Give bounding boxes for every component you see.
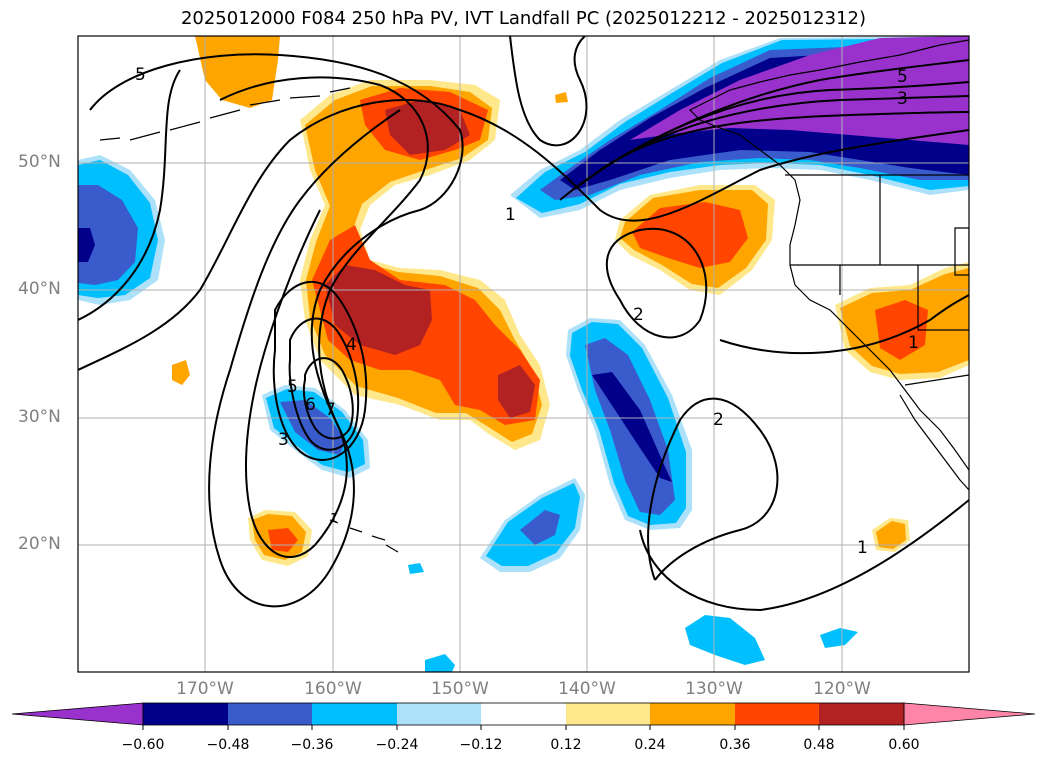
- anomaly-ne-band-purple: [630, 36, 969, 145]
- anomaly-south-small-a: [408, 563, 424, 574]
- colorbar-tick-label: −0.24: [375, 737, 419, 753]
- colorbar-bin: [650, 703, 735, 725]
- colorbar: [11, 702, 1036, 730]
- anomaly-south-blob-red: [268, 528, 298, 552]
- colorbar-extend-high: [903, 702, 1036, 726]
- contour-label: 5: [287, 377, 298, 397]
- pv-contour-west-5: [78, 69, 181, 321]
- anomaly-south-small-d: [425, 654, 455, 672]
- colorbar-bin: [312, 703, 397, 725]
- aleutian-islands: [99, 87, 351, 141]
- colorbar-tick-label: 0.36: [719, 737, 751, 753]
- state-line-d: [917, 265, 969, 331]
- lat-tick-label: 50°N: [18, 152, 61, 172]
- colorbar-tick-label: −0.36: [290, 737, 334, 753]
- contour-label: 2: [633, 305, 644, 325]
- hawaii-islands: [329, 519, 399, 553]
- anomaly-central-blue: [280, 400, 345, 455]
- anomaly-small-coast: [555, 92, 568, 103]
- anomaly-mid-navy: [592, 372, 672, 482]
- pv-contour-1-west: [78, 99, 969, 371]
- lat-tick-label: 40°N: [18, 279, 61, 299]
- positive-anomaly-regions: [172, 36, 969, 566]
- lon-tick-label: 150°W: [431, 679, 489, 699]
- colorbar-bin: [481, 703, 566, 725]
- map-title: 2025012000 F084 250 hPa PV, IVT Landfall…: [180, 8, 867, 29]
- contour-label: 6: [305, 395, 316, 415]
- colorbar-bin: [819, 703, 904, 725]
- colorbar-tick-label: 0.48: [803, 737, 835, 753]
- anomaly-ne-pacific-red: [632, 202, 748, 268]
- colorbar-tick-label: 0.12: [550, 737, 582, 753]
- lon-tick-label: 130°W: [685, 679, 743, 699]
- contour-label: 1: [505, 205, 516, 225]
- map-frame: [77, 35, 970, 673]
- contour-label: 7: [325, 400, 336, 420]
- colorbar-bin: [228, 703, 312, 725]
- pv-contour-trough-inner-c: [302, 357, 354, 440]
- state-line-e: [954, 227, 969, 276]
- anomaly-west-edge-navy: [78, 228, 95, 262]
- colorbar-tick-label: −0.12: [459, 737, 503, 753]
- colorbar-bin: [566, 703, 650, 725]
- colorbar-tick-label: 0.24: [634, 737, 666, 753]
- contour-label: 4: [346, 335, 357, 355]
- pv-contour-ridge: [509, 36, 588, 147]
- contour-label: 2: [713, 410, 724, 430]
- graticule: [78, 36, 969, 672]
- anomaly-red-upper: [385, 100, 470, 155]
- lat-tick-label: 20°N: [18, 534, 61, 554]
- anomaly-south-west-blue: [520, 510, 560, 545]
- us-mexico-border: [904, 374, 969, 386]
- anomaly-orange-north: [195, 36, 280, 108]
- pv-contour-trough-inner-b: [288, 317, 360, 451]
- pv-contour-ne-4: [619, 111, 969, 159]
- contour-label: 5: [897, 67, 908, 87]
- colorbar-tick-label: −0.48: [206, 737, 250, 753]
- pv-contour-trough-inner-a: [272, 281, 368, 461]
- colorbar-bin: [735, 703, 819, 725]
- contour-label: 3: [897, 89, 908, 109]
- lat-tick-label: 30°N: [18, 407, 61, 427]
- colorbar-extend-low: [11, 702, 144, 726]
- coastlines: [99, 39, 969, 553]
- colorbar-bin: [143, 703, 228, 725]
- pv-contour-trough-mid: [219, 76, 429, 558]
- anomaly-small-west: [172, 360, 190, 385]
- lon-tick-label: 140°W: [558, 679, 616, 699]
- pv-contour-1-south: [639, 499, 969, 612]
- contour-label: 1: [908, 333, 919, 353]
- contour-labels: 5 5 3 1 2 2 1 1 4 5 6 7 3 1: [135, 65, 919, 558]
- anomaly-south-small-c: [820, 628, 858, 648]
- pv-contours: [78, 36, 969, 612]
- lon-tick-label: 160°W: [304, 679, 362, 699]
- anomaly-sw-us-red: [875, 300, 928, 360]
- contour-label: 3: [278, 430, 289, 450]
- pv-contour-ne-3: [599, 95, 969, 171]
- baja-coast: [899, 394, 969, 491]
- lon-tick-label: 120°W: [813, 679, 871, 699]
- anomaly-red-lower: [325, 265, 432, 355]
- colorbar-tick-label: 0.60: [888, 737, 920, 753]
- colorbar-bin: [397, 703, 481, 725]
- pv-contour-2-south: [647, 397, 779, 581]
- anomaly-west-edge-blue: [78, 185, 138, 285]
- lon-tick-label: 170°W: [176, 679, 234, 699]
- contour-label: 1: [857, 538, 868, 558]
- colorbar-tick-label: −0.60: [121, 737, 165, 753]
- pv-contour-sw-us: [719, 294, 969, 355]
- anomaly-red-east: [498, 365, 535, 418]
- north-america-coast: [688, 39, 969, 471]
- colorbar-frame: [142, 702, 905, 726]
- pv-contour-2: [606, 227, 708, 339]
- anomaly-baja-blob-orange: [876, 521, 906, 549]
- contour-label: 1: [330, 511, 338, 525]
- contour-label: 5: [135, 65, 146, 85]
- anomaly-south-small-b: [685, 615, 765, 665]
